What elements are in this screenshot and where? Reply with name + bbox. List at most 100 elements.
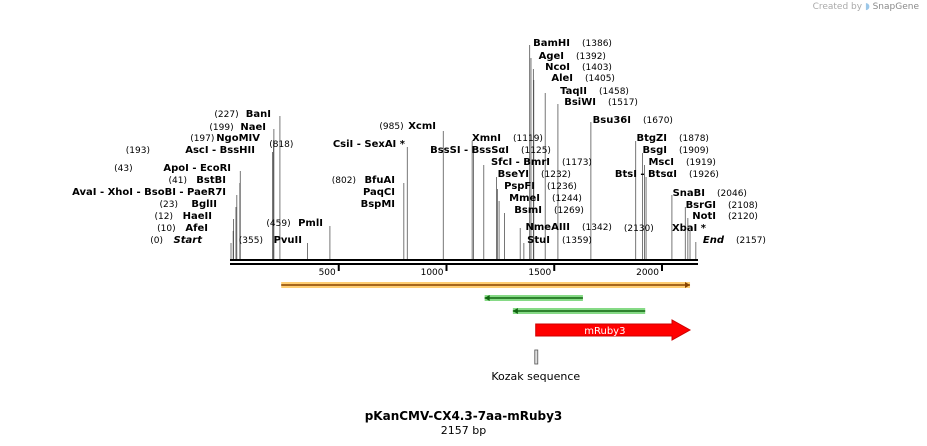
site-name: Bsu36I bbox=[593, 115, 631, 126]
site-end[interactable]: End (2157) bbox=[703, 235, 766, 246]
site-afei[interactable]: AfeI (10) bbox=[157, 223, 208, 234]
site-name: BglII bbox=[191, 199, 217, 210]
site-name: XmnI bbox=[472, 133, 501, 144]
site-position: (1403) bbox=[582, 63, 612, 73]
site-name: HaeII bbox=[183, 211, 212, 222]
site-name: BfuAI bbox=[364, 175, 395, 186]
site-snabi[interactable]: SnaBI (2046) bbox=[673, 188, 747, 199]
site-name: AfeI bbox=[185, 223, 208, 234]
site-position: (2108) bbox=[728, 201, 758, 211]
axis-tick-label: 1000 bbox=[421, 268, 444, 278]
site-position: (355) bbox=[239, 236, 263, 246]
site-name: XbaI * bbox=[672, 223, 707, 234]
site-name: BsgI bbox=[643, 145, 667, 156]
site-bseyi[interactable]: BseYI (1232) bbox=[498, 169, 571, 180]
plasmid-length: 2157 bp bbox=[440, 424, 487, 437]
site-xbai[interactable]: XbaI * (2130) bbox=[624, 223, 707, 234]
site-asci-bsshii[interactable]: AscI - BssHII (193) bbox=[126, 145, 255, 156]
site-sfci-bmri[interactable]: SfcI - BmrI (1173) bbox=[491, 157, 592, 168]
feature-arrow bbox=[535, 319, 692, 341]
site-name: BanI bbox=[246, 109, 271, 120]
site-btsi-bts-i[interactable]: BtsI - BtsαI (1926) bbox=[615, 169, 719, 180]
site-name: BssSI - BssSαI bbox=[430, 145, 509, 156]
site-bsmi[interactable]: BsmI (1269) bbox=[514, 205, 584, 216]
site-name: NcoI bbox=[545, 62, 570, 73]
site-position: (1458) bbox=[599, 87, 629, 97]
site-ncoi[interactable]: NcoI (1403) bbox=[545, 62, 612, 73]
site-xcmi[interactable]: XcmI (985) bbox=[379, 121, 436, 132]
feature-label: Kozak sequence bbox=[491, 370, 580, 383]
site-btgzi[interactable]: BtgZI (1878) bbox=[636, 133, 708, 144]
axis-tick-label: 1500 bbox=[528, 268, 551, 278]
site-position: (1919) bbox=[686, 158, 716, 168]
site-position: (12) bbox=[155, 212, 173, 222]
site-position: (802) bbox=[332, 176, 356, 186]
site-bglii[interactable]: BglII (23) bbox=[160, 199, 217, 210]
site-bsgi[interactable]: BsgI (1909) bbox=[643, 145, 709, 156]
credit-brand: SnapGene bbox=[872, 2, 919, 12]
axis-tick-label: 2000 bbox=[636, 268, 659, 278]
credit-prefix: Created by bbox=[812, 2, 863, 12]
site-position: (985) bbox=[379, 122, 403, 132]
site-position: (1232) bbox=[541, 170, 571, 180]
site-csii-sexai[interactable]: CsiI - SexAI * (818) bbox=[269, 139, 406, 150]
site-bstbi[interactable]: BstBI (41) bbox=[169, 175, 226, 186]
site-position: (818) bbox=[269, 140, 293, 150]
site-position: (199) bbox=[209, 123, 233, 133]
site-avai-xhoi-bsobi-paer7i[interactable]: AvaI - XhoI - BsoBI - PaeR7I(27) bbox=[0, 187, 226, 198]
site-name: ApoI - EcoRI bbox=[163, 163, 231, 174]
feature-label: mRuby3 bbox=[584, 326, 625, 337]
site-msci[interactable]: MscI (1919) bbox=[648, 157, 716, 168]
site-mmei[interactable]: MmeI (1244) bbox=[509, 193, 582, 204]
site-alei[interactable]: AleI (1405) bbox=[551, 73, 615, 84]
site-ngomiv[interactable]: NgoMIV(197) bbox=[190, 133, 260, 144]
site-position: (193) bbox=[126, 146, 150, 156]
site-nmeaiii[interactable]: NmeAIII (1342) bbox=[526, 222, 612, 233]
site-agei[interactable]: AgeI (1392) bbox=[539, 51, 606, 62]
site-apoi-ecori[interactable]: ApoI - EcoRI (43) bbox=[114, 163, 231, 174]
site-position: (10) bbox=[157, 224, 175, 234]
site-pspfi[interactable]: PspFI (1236) bbox=[504, 181, 577, 192]
site-paqci[interactable]: PaqCI bbox=[363, 187, 395, 198]
site-bsiwi[interactable]: BsiWI (1517) bbox=[564, 97, 638, 108]
site-name: AgeI bbox=[539, 51, 564, 62]
site-bfuai[interactable]: BfuAI (802) bbox=[332, 175, 395, 186]
site-noti[interactable]: NotI (2120) bbox=[692, 211, 758, 222]
site-position: (1119) bbox=[513, 134, 543, 144]
site-name: NmeAIII bbox=[526, 222, 570, 233]
site-position: (43) bbox=[114, 164, 132, 174]
site-pmli[interactable]: PmlI (459) bbox=[266, 218, 323, 229]
site-name: BtgZI bbox=[636, 133, 667, 144]
site-name: TaqII bbox=[560, 86, 587, 97]
feature-kozak-sequence[interactable]: Kozak sequence bbox=[491, 349, 580, 383]
site-name: BseYI bbox=[498, 169, 529, 180]
site-bsrgi[interactable]: BsrGI (2108) bbox=[686, 200, 758, 211]
site-name: PmlI bbox=[298, 218, 323, 229]
snapgene-logo-icon: ◗ bbox=[864, 2, 870, 12]
site-haeii[interactable]: HaeII (12) bbox=[155, 211, 212, 222]
site-bspmi[interactable]: BspMI bbox=[361, 199, 395, 210]
site-position: (1125) bbox=[521, 146, 551, 156]
site-bani[interactable]: BanI (227) bbox=[214, 109, 271, 120]
site-bamhi[interactable]: BamHI (1386) bbox=[533, 38, 612, 49]
site-pvuii[interactable]: PvuII (355) bbox=[239, 235, 302, 246]
site-bsssi-bsss-i[interactable]: BssSI - BssSαI (1125) bbox=[430, 145, 551, 156]
site-name: Start bbox=[174, 235, 204, 246]
site-name: MscI bbox=[648, 157, 674, 168]
site-naei[interactable]: NaeI (199) bbox=[209, 122, 266, 133]
site-taqii[interactable]: TaqII (1458) bbox=[560, 86, 629, 97]
site-stui[interactable]: StuI (1359) bbox=[527, 235, 592, 246]
site-bsu36i[interactable]: Bsu36I (1670) bbox=[593, 115, 673, 126]
site-position: (1359) bbox=[562, 236, 592, 246]
feature-green-feature-1[interactable] bbox=[484, 295, 583, 301]
site-xmni[interactable]: XmnI (1119) bbox=[472, 133, 543, 144]
site-start[interactable]: Start (0) bbox=[150, 235, 203, 246]
feature-mruby3[interactable]: mRuby3 bbox=[535, 319, 692, 341]
site-position: (1173) bbox=[562, 158, 592, 168]
site-position: (1926) bbox=[689, 170, 719, 180]
site-position: (2130) bbox=[624, 224, 654, 234]
feature-orange-feature[interactable] bbox=[281, 282, 691, 288]
site-name: NgoMIV bbox=[216, 133, 260, 144]
feature-green-feature-2[interactable] bbox=[512, 308, 646, 314]
site-name: CsiI - SexAI * bbox=[333, 139, 406, 150]
